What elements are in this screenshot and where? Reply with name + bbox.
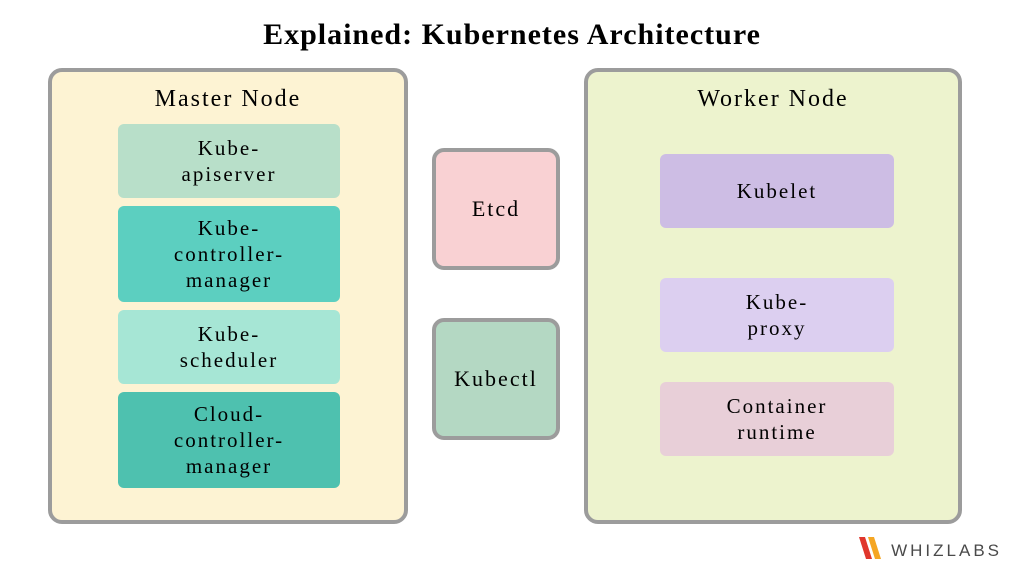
worker-node-title: Worker Node — [697, 86, 848, 113]
brand-logo: WHIZLABS — [859, 537, 1002, 564]
master-component-1: Kube-controller-manager — [118, 206, 340, 302]
page-title: Explained: Kubernetes Architecture — [0, 0, 1024, 62]
diagram-canvas: Master Node Worker Node Kube-apiserver Ku… — [0, 62, 1024, 542]
master-component-3: Cloud-controller-manager — [118, 392, 340, 488]
middle-box-1: Kubectl — [432, 318, 560, 440]
worker-component-2: Containerruntime — [660, 382, 894, 456]
worker-component-1: Kube-proxy — [660, 278, 894, 352]
master-component-0: Kube-apiserver — [118, 124, 340, 198]
master-component-2: Kube-scheduler — [118, 310, 340, 384]
master-node-title: Master Node — [155, 86, 302, 113]
brand-logo-text: WHIZLABS — [891, 541, 1002, 561]
middle-box-0: Etcd — [432, 148, 560, 270]
brand-logo-icon — [859, 537, 885, 564]
worker-component-0: Kubelet — [660, 154, 894, 228]
